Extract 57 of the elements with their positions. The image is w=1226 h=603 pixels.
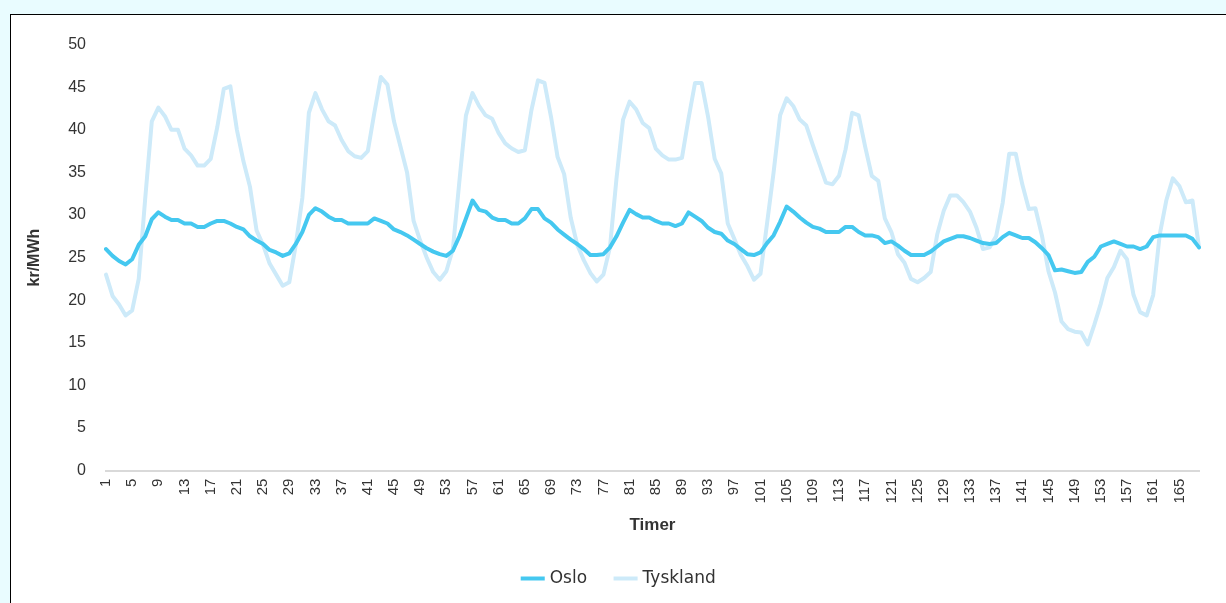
x-tick-label: 129	[933, 478, 951, 504]
legend-label: Tyskland	[641, 566, 716, 587]
x-tick-label: 145	[1038, 478, 1056, 504]
x-tick-label: 17	[200, 478, 218, 496]
x-tick-label: 161	[1143, 478, 1161, 504]
x-tick-label: 149	[1064, 478, 1082, 504]
x-tick-label: 97	[724, 478, 742, 496]
x-tick-label: 125	[907, 478, 925, 504]
x-tick-label: 5	[122, 478, 140, 487]
x-tick-label: 25	[253, 478, 271, 496]
y-tick-label: 30	[68, 205, 87, 223]
x-tick-label: 109	[802, 478, 820, 504]
x-tick-label: 101	[750, 478, 768, 504]
x-tick-label: 33	[305, 478, 323, 496]
y-tick-label: 10	[68, 375, 87, 393]
x-tick-label: 37	[331, 478, 349, 496]
x-tick-label: 45	[384, 478, 402, 496]
x-tick-label: 81	[619, 478, 637, 496]
x-tick-label: 57	[462, 478, 480, 496]
x-tick-label: 73	[567, 478, 585, 496]
x-tick-label: 141	[1012, 478, 1030, 504]
y-tick-label: 40	[68, 120, 87, 138]
x-tick-label: 121	[881, 478, 899, 504]
x-tick-label: 21	[227, 478, 245, 496]
x-tick-label: 9	[148, 478, 166, 487]
x-tick-label: 89	[672, 478, 690, 496]
y-tick-label: 5	[77, 418, 87, 436]
y-tick-label: 0	[77, 460, 87, 478]
x-tick-label: 69	[541, 478, 559, 496]
y-tick-label: 35	[68, 162, 87, 180]
y-tick-label: 20	[68, 290, 87, 308]
x-tick-label: 93	[698, 478, 716, 496]
y-axis-title: kr/MWh	[25, 228, 43, 287]
legend-label: Oslo	[549, 566, 588, 587]
x-tick-label: 105	[776, 478, 794, 504]
y-tick-label: 50	[68, 35, 87, 53]
x-tick-label: 29	[279, 478, 297, 496]
x-tick-label: 153	[1090, 478, 1108, 504]
x-tick-label: 85	[645, 478, 663, 496]
x-tick-label: 49	[410, 478, 428, 496]
y-tick-label: 45	[68, 77, 87, 95]
x-tick-label: 65	[515, 478, 533, 496]
x-tick-label: 133	[960, 478, 978, 504]
x-tick-label: 61	[488, 478, 506, 496]
y-tick-label: 15	[68, 333, 87, 351]
x-tick-label: 157	[1117, 478, 1135, 504]
x-tick-label: 113	[829, 478, 847, 503]
x-tick-label: 117	[855, 478, 873, 503]
x-tick-label: 1	[96, 478, 114, 487]
x-tick-label: 41	[357, 478, 375, 496]
x-tick-label: 53	[436, 478, 454, 496]
x-tick-label: 77	[593, 478, 611, 496]
x-tick-label: 165	[1169, 478, 1187, 504]
y-tick-label: 25	[68, 247, 87, 265]
x-tick-label: 137	[986, 478, 1004, 504]
x-axis-title: Timer	[629, 515, 676, 535]
x-tick-label: 13	[174, 478, 192, 496]
